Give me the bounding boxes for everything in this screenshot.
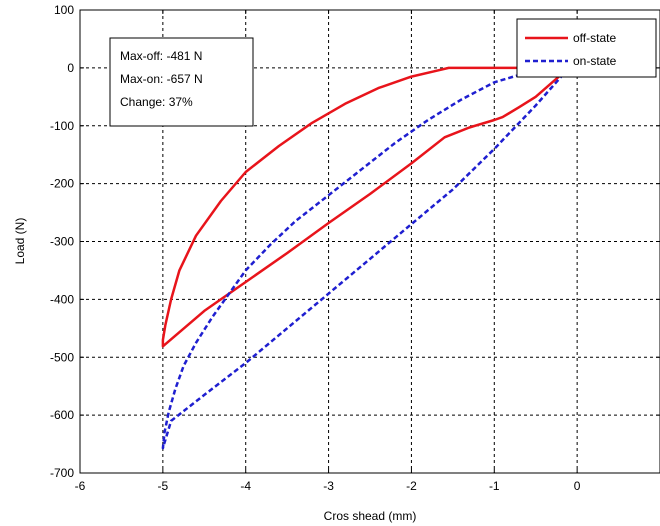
x-tick-label: -6 xyxy=(75,479,86,493)
y-tick-label: -300 xyxy=(50,235,74,249)
annotation-change: Change: 37% xyxy=(120,95,193,109)
y-tick-label: -100 xyxy=(50,119,74,133)
x-tick-label: -3 xyxy=(323,479,334,493)
annotation-max-off: Max-off: -481 N xyxy=(120,49,202,63)
legend-label-on-state: on-state xyxy=(573,54,617,68)
annotation-max-on: Max-on: -657 N xyxy=(120,72,203,86)
x-tick-label: -1 xyxy=(489,479,500,493)
y-tick-label: -500 xyxy=(50,350,74,364)
series-layer xyxy=(161,66,570,450)
legend-label-off-state: off-state xyxy=(573,31,616,45)
y-tick-label: 100 xyxy=(54,3,74,17)
y-tick-label: 0 xyxy=(67,61,74,75)
y-tick-label: -200 xyxy=(50,177,74,191)
x-tick-label: -4 xyxy=(240,479,251,493)
y-tick-label: -700 xyxy=(50,466,74,480)
annotation-frame xyxy=(109,37,254,127)
series-line-off-state xyxy=(161,66,570,348)
y-tick-label: -400 xyxy=(50,292,74,306)
annotation-box: Max-off: -481 N Max-on: -657 N Change: 3… xyxy=(109,37,254,127)
x-tick-label: -2 xyxy=(406,479,417,493)
x-axis-title: Cros shead (mm) xyxy=(324,509,417,523)
series-line-on-state xyxy=(161,66,570,450)
y-axis-title: Load (N) xyxy=(13,218,27,265)
tick-layer: -6 -5 -4 -3 -2 -1 0 100 0 -100 -200 -300 -400 -500 -60… xyxy=(50,3,660,493)
y-tick-label: -600 xyxy=(50,408,74,422)
x-tick-label: -5 xyxy=(158,479,169,493)
x-tick-label: 0 xyxy=(574,479,581,493)
legend-frame xyxy=(516,18,657,78)
legend: off-state on-state xyxy=(516,18,657,78)
